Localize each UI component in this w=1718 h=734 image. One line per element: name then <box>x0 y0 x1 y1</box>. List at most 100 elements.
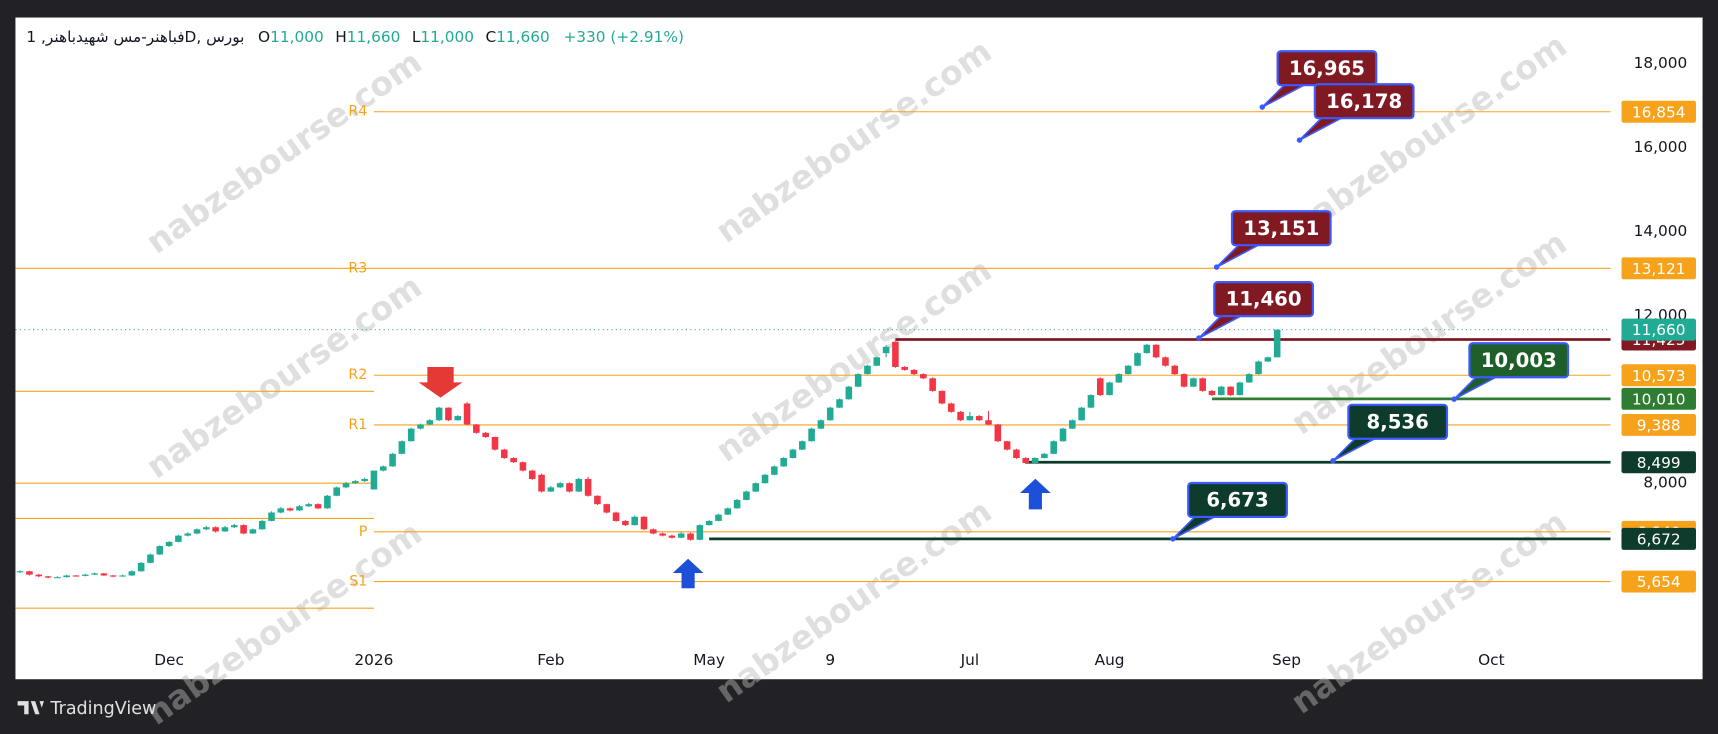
candle-body <box>35 574 43 577</box>
candle-body <box>417 424 424 429</box>
candle-body <box>184 533 191 536</box>
brand-logo: TradingView <box>17 699 156 719</box>
candle-body <box>705 520 713 526</box>
candle-body <box>454 416 462 421</box>
pivot-name: R4 <box>348 104 367 120</box>
candle-body <box>165 541 173 547</box>
price-tag <box>1621 257 1696 280</box>
candle-body <box>72 575 80 577</box>
callout-label: 8,536 <box>1367 410 1429 433</box>
candle-body <box>985 420 992 425</box>
callout-point <box>1330 457 1336 464</box>
candle-body <box>193 529 201 534</box>
candle-body <box>1255 361 1262 375</box>
up-arrow <box>672 558 704 589</box>
candle-body <box>54 577 61 579</box>
callout-box <box>1187 481 1288 519</box>
candle-body <box>361 478 368 482</box>
candle-body <box>491 437 499 450</box>
candle-body <box>677 533 685 538</box>
candle-body <box>640 516 648 530</box>
candle-body <box>352 481 359 484</box>
candle-body <box>864 365 871 375</box>
y-tick-label: 18,000 <box>1634 54 1688 72</box>
price-tag-label: 10,573 <box>1632 367 1686 385</box>
candle-body <box>156 546 164 555</box>
candle-body <box>771 466 778 475</box>
price-tag <box>1621 570 1696 593</box>
candle-body <box>1208 390 1216 396</box>
callout-point <box>1196 335 1202 341</box>
price-tag-label: 13,121 <box>1632 260 1686 278</box>
candle-body <box>1106 382 1113 396</box>
candle-body <box>426 420 434 425</box>
candle-body <box>566 483 573 492</box>
ohlc-value: 11,000 <box>270 28 324 46</box>
pivot-name: P <box>359 524 368 540</box>
ohlc-key: C <box>485 28 496 46</box>
callout-point <box>1213 264 1220 270</box>
candle-body <box>1115 374 1123 383</box>
candle-body <box>203 527 210 530</box>
candle-body <box>1096 378 1104 396</box>
candle-body <box>947 403 955 412</box>
candle-body <box>826 407 834 421</box>
candle-body <box>547 487 555 492</box>
candle-body <box>445 407 452 421</box>
price-tag <box>1621 364 1696 387</box>
candle-body <box>594 495 601 505</box>
candle-body <box>659 533 666 536</box>
candle-body <box>519 462 527 471</box>
callout-point <box>1451 396 1457 402</box>
candle-body <box>221 527 229 532</box>
candle-body <box>966 416 974 421</box>
candle-body <box>175 535 182 542</box>
callout-label: 16,965 <box>1289 57 1365 80</box>
y-tick-label: 14,000 <box>1634 222 1688 240</box>
candle-body <box>538 474 545 492</box>
y-tick-label: 16,000 <box>1634 138 1688 156</box>
candle-body <box>230 525 238 528</box>
x-tick-label: Sep <box>1272 651 1301 669</box>
legend: فباهنر-مس شهیدباهنر, 1D, بورس O11,000 H1… <box>26 28 684 47</box>
price-tag-label: 10,010 <box>1632 390 1686 408</box>
x-tick-label: Aug <box>1095 651 1125 669</box>
candle-body <box>1124 365 1132 375</box>
candle-body <box>901 366 908 370</box>
candle-body <box>26 571 33 575</box>
candle-body <box>528 470 536 479</box>
x-tick-label: 2026 <box>354 651 393 669</box>
candle-body <box>212 527 219 532</box>
callout-label: 13,151 <box>1243 217 1319 240</box>
candle-body <box>929 378 936 391</box>
candle-body <box>1134 353 1141 366</box>
candle-body <box>1152 344 1160 358</box>
x-tick-label: Feb <box>537 651 564 669</box>
candle-body <box>324 495 331 509</box>
candle-body <box>342 483 350 488</box>
candle-body <box>510 458 517 463</box>
candle-body <box>389 453 396 467</box>
candle-body <box>463 403 471 425</box>
candle-body <box>780 458 787 467</box>
callout-label: 16,178 <box>1326 90 1402 113</box>
candle-body <box>1022 458 1030 464</box>
candle-body <box>715 514 722 521</box>
candle-body <box>1218 386 1225 396</box>
candle-body <box>1041 453 1048 459</box>
candle-body <box>305 504 313 507</box>
up-arrow <box>1020 478 1051 510</box>
candle-body <box>612 512 620 521</box>
candle-body <box>1199 378 1206 391</box>
candle-body <box>137 562 145 572</box>
candle-body <box>873 357 881 366</box>
candle-body <box>128 571 136 576</box>
candle-body <box>808 428 815 442</box>
candle-body <box>817 420 825 429</box>
candle-body <box>1013 449 1020 459</box>
candle-body <box>668 535 676 538</box>
candle-body <box>147 554 154 563</box>
candle-body <box>435 407 443 421</box>
